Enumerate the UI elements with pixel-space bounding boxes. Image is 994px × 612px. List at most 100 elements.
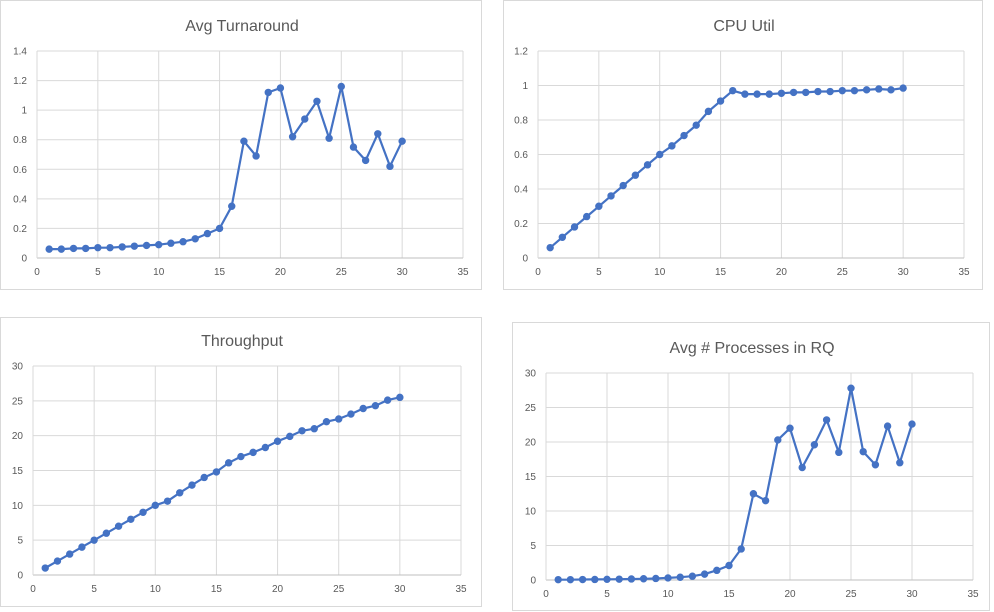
y-tick-label: 0 — [522, 254, 528, 265]
data-point — [664, 574, 672, 582]
x-tick-label: 25 — [336, 267, 348, 278]
x-tick-label: 0 — [543, 589, 549, 600]
data-point — [191, 235, 199, 243]
data-point — [252, 152, 260, 160]
data-point — [337, 82, 345, 91]
data-point — [786, 424, 794, 432]
x-tick-label: 10 — [662, 589, 674, 600]
data-point — [264, 88, 272, 97]
data-point — [899, 84, 907, 92]
data-point — [228, 202, 236, 210]
y-tick-label: 1.2 — [13, 76, 27, 87]
data-point — [322, 418, 331, 426]
data-point — [155, 240, 163, 249]
chart-title: CPU Util — [713, 18, 774, 35]
data-point — [692, 121, 700, 129]
chart-avg-processes-rq: Avg # Processes in RQ 0 5 10 15 20 25 30 0 5 10 15 2… — [525, 340, 979, 600]
data-point — [822, 416, 831, 424]
data-point — [249, 448, 257, 457]
x-tick-label: 20 — [275, 267, 287, 278]
data-point — [883, 422, 892, 430]
data-point — [139, 508, 147, 517]
x-tick-label: 0 — [34, 267, 40, 278]
x-tick-label: 5 — [596, 267, 602, 278]
data-point — [188, 481, 196, 489]
data-point — [814, 87, 822, 96]
data-point — [668, 142, 676, 150]
x-tick-label: 35 — [958, 267, 970, 278]
data-point — [130, 242, 139, 250]
data-point — [591, 575, 599, 584]
data-point — [615, 575, 623, 583]
data-point — [887, 86, 895, 94]
data-point — [240, 137, 248, 145]
data-point — [595, 202, 603, 210]
data-point — [347, 410, 355, 418]
data-point — [288, 133, 297, 141]
y-tick-label: 0 — [530, 576, 536, 587]
data-point — [81, 244, 90, 253]
data-point — [301, 115, 309, 123]
data-point — [619, 181, 627, 190]
y-tick-label: 20 — [525, 438, 537, 449]
x-tick-label: 0 — [30, 584, 36, 595]
y-tick-label: 5 — [530, 541, 536, 552]
y-tick-label: 15 — [525, 472, 537, 483]
data-point — [627, 575, 636, 583]
data-point — [298, 427, 306, 435]
data-point — [716, 97, 725, 105]
data-point — [908, 420, 916, 428]
data-point — [398, 137, 406, 145]
data-point — [582, 212, 591, 221]
data-point — [802, 88, 810, 97]
data-point — [639, 575, 648, 583]
y-tick-label: 1.4 — [13, 47, 27, 58]
chart-title: Avg Turnaround — [185, 18, 299, 35]
data-point — [862, 86, 871, 94]
data-point — [761, 496, 770, 505]
x-tick-label: 15 — [211, 584, 223, 595]
x-tick-label: 15 — [214, 267, 226, 278]
data-point — [688, 572, 697, 580]
data-point — [652, 574, 660, 583]
data-point — [826, 87, 834, 96]
y-tick-label: 30 — [12, 362, 24, 373]
chart-panel-avg-processes-rq: Avg # Processes in RQ 0 5 10 15 20 25 30 0 5 10 15 2… — [512, 322, 990, 611]
y-tick-label: 0.6 — [514, 150, 528, 161]
data-point — [179, 238, 187, 246]
data-point — [127, 515, 135, 523]
data-point — [631, 171, 640, 179]
data-point — [725, 561, 733, 570]
data-point — [680, 131, 688, 140]
x-tick-label: 30 — [906, 589, 918, 600]
data-point — [774, 436, 782, 444]
data-point — [704, 107, 713, 116]
data-point — [810, 441, 819, 449]
data-point — [313, 97, 321, 105]
y-tick-label: 0.8 — [514, 116, 528, 127]
x-tick-label: 10 — [150, 584, 162, 595]
y-tick-label: 15 — [12, 466, 24, 477]
data-point — [106, 243, 114, 252]
data-point — [850, 86, 859, 95]
x-tick-label: 30 — [394, 584, 406, 595]
data-point — [114, 522, 123, 530]
y-tick-label: 0 — [21, 254, 27, 265]
data-point — [167, 239, 175, 247]
x-tick-label: 0 — [535, 267, 541, 278]
data-point — [896, 459, 904, 467]
data-point — [142, 241, 151, 250]
y-tick-label: 5 — [17, 536, 23, 547]
chart-title: Throughput — [201, 333, 283, 350]
data-point — [798, 463, 806, 472]
x-tick-label: 10 — [153, 267, 165, 278]
data-point — [554, 575, 562, 584]
data-point — [875, 85, 883, 93]
x-tick-label: 35 — [967, 589, 979, 600]
y-tick-label: 25 — [525, 403, 537, 414]
data-point — [838, 86, 846, 95]
data-point — [676, 573, 684, 581]
data-point — [215, 224, 224, 233]
x-tick-label: 25 — [837, 267, 849, 278]
y-tick-label: 0.4 — [13, 194, 27, 205]
